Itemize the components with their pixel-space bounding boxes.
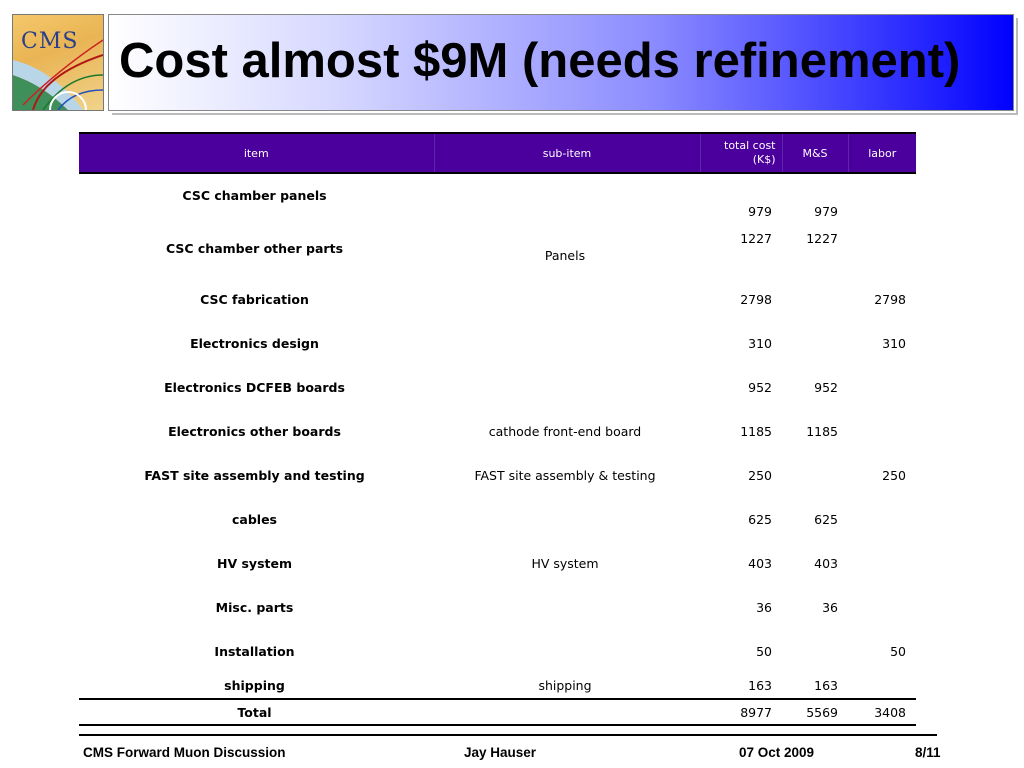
title-shadow [112,18,1018,115]
header-ms: M&S [781,132,848,174]
row-total: 163 [748,678,772,693]
row-item: FAST site assembly and testing [144,467,365,483]
row-sub-item [434,585,700,629]
row-labor: 310 [882,335,906,351]
row-sub-item [434,497,700,541]
row-labor: 2798 [874,291,906,307]
row-item: HV system [217,555,292,571]
row-ms: 625 [814,511,838,527]
total-row: Total 8977 5569 3408 [79,698,916,726]
row-total: 50 [756,643,772,659]
header-item: item [79,132,434,174]
row-total: 36 [756,599,772,615]
table-row: Electronics other boards cathode front-e… [79,409,916,453]
table-header-row: item sub-item total cost (K$) M&S labor [79,132,916,174]
row-total: 625 [748,511,772,527]
row-ms [782,277,848,321]
row-sub-item [434,629,700,673]
cms-logo: CMS [12,14,104,111]
row-total: 1185 [740,423,772,439]
header-sub-item: sub-item [433,132,700,174]
row-sub-item: shipping [538,678,592,693]
row-total: 250 [748,467,772,483]
row-item: CSC chamber other parts [165,241,344,256]
table-row: Misc. parts 36 36 [79,585,916,629]
header-total-cost: total cost (K$) [699,132,782,174]
table-row: Electronics DCFEB boards 952 952 [79,365,916,409]
row-total: 1227 [740,231,772,246]
table-row: CSC chamber other parts 1227 1227 [79,227,916,277]
table-row: FAST site assembly and testing FAST site… [79,453,916,497]
row-sub-item [434,365,700,409]
total-label: Total [79,698,434,726]
row-item: CSC chamber panels [182,188,327,203]
page-title: Cost almost $9M (needs refinement) [119,34,961,88]
total-labor-value: 3408 [848,698,916,726]
row-total: 310 [748,335,772,351]
footer-title: CMS Forward Muon Discussion [83,745,286,760]
header-labor: labor [847,132,916,174]
row-item: Installation [214,643,295,659]
row-ms: 403 [814,555,838,571]
table-row: Electronics design 310 310 [79,321,916,365]
row-total: 952 [748,379,772,395]
row-labor: 250 [882,467,906,483]
row-labor [848,673,916,699]
row-labor [848,173,916,227]
row-labor [848,409,916,453]
row-labor [848,365,916,409]
table-row: cables 625 625 [79,497,916,541]
table-row: shipping shipping 163 163 [79,673,916,699]
row-sub-item: HV system [531,555,599,571]
footer-divider [79,734,937,736]
row-sub-item: FAST site assembly & testing [474,467,656,483]
row-ms: 979 [814,204,838,219]
cms-logo-graphic [13,39,103,110]
row-total: 2798 [740,291,772,307]
row-labor: 50 [890,643,906,659]
row-item: Misc. parts [215,599,294,615]
row-item: Electronics DCFEB boards [164,379,345,395]
table-row: CSC fabrication 2798 2798 [79,277,916,321]
row-sub-item [434,277,700,321]
total-sub-item [434,698,700,726]
header-total-cost-line2: (K$) [752,153,776,166]
table-row: CSC chamber panels Panels 979 979 [79,173,916,263]
footer-page-number: 8/11 [915,745,941,760]
row-sub-item: Panels [544,248,586,263]
row-labor [848,497,916,541]
row-ms [782,453,848,497]
row-total: 403 [748,555,772,571]
row-item: cables [232,511,277,527]
footer-author: Jay Hauser [464,745,537,760]
table-row: Installation 50 50 [79,629,916,673]
row-ms: 1227 [806,231,838,246]
row-ms: 36 [822,599,838,615]
row-sub-item [434,321,700,365]
cost-table: item sub-item total cost (K$) M&S labor … [79,132,916,726]
row-ms: 952 [814,379,838,395]
row-total: 979 [748,204,772,219]
row-ms: 1185 [806,423,838,439]
total-ms-value: 5569 [782,698,848,726]
row-item: Electronics design [190,335,319,351]
row-item: Electronics other boards [168,423,341,439]
title-bar: Cost almost $9M (needs refinement) [108,14,1014,111]
row-sub-item: cathode front-end board [488,423,642,439]
row-item: shipping [224,678,285,693]
row-ms: 163 [814,678,838,693]
total-cost-value: 8977 [700,698,782,726]
row-labor [848,585,916,629]
row-ms [782,629,848,673]
header-total-cost-line1: total cost [724,139,776,152]
row-item: CSC fabrication [200,291,309,307]
footer-date: 07 Oct 2009 [739,745,815,760]
row-labor [848,541,916,585]
row-labor [848,227,916,277]
table-row: HV system HV system 403 403 [79,541,916,585]
row-ms [782,321,848,365]
logo-text: CMS [21,29,79,54]
